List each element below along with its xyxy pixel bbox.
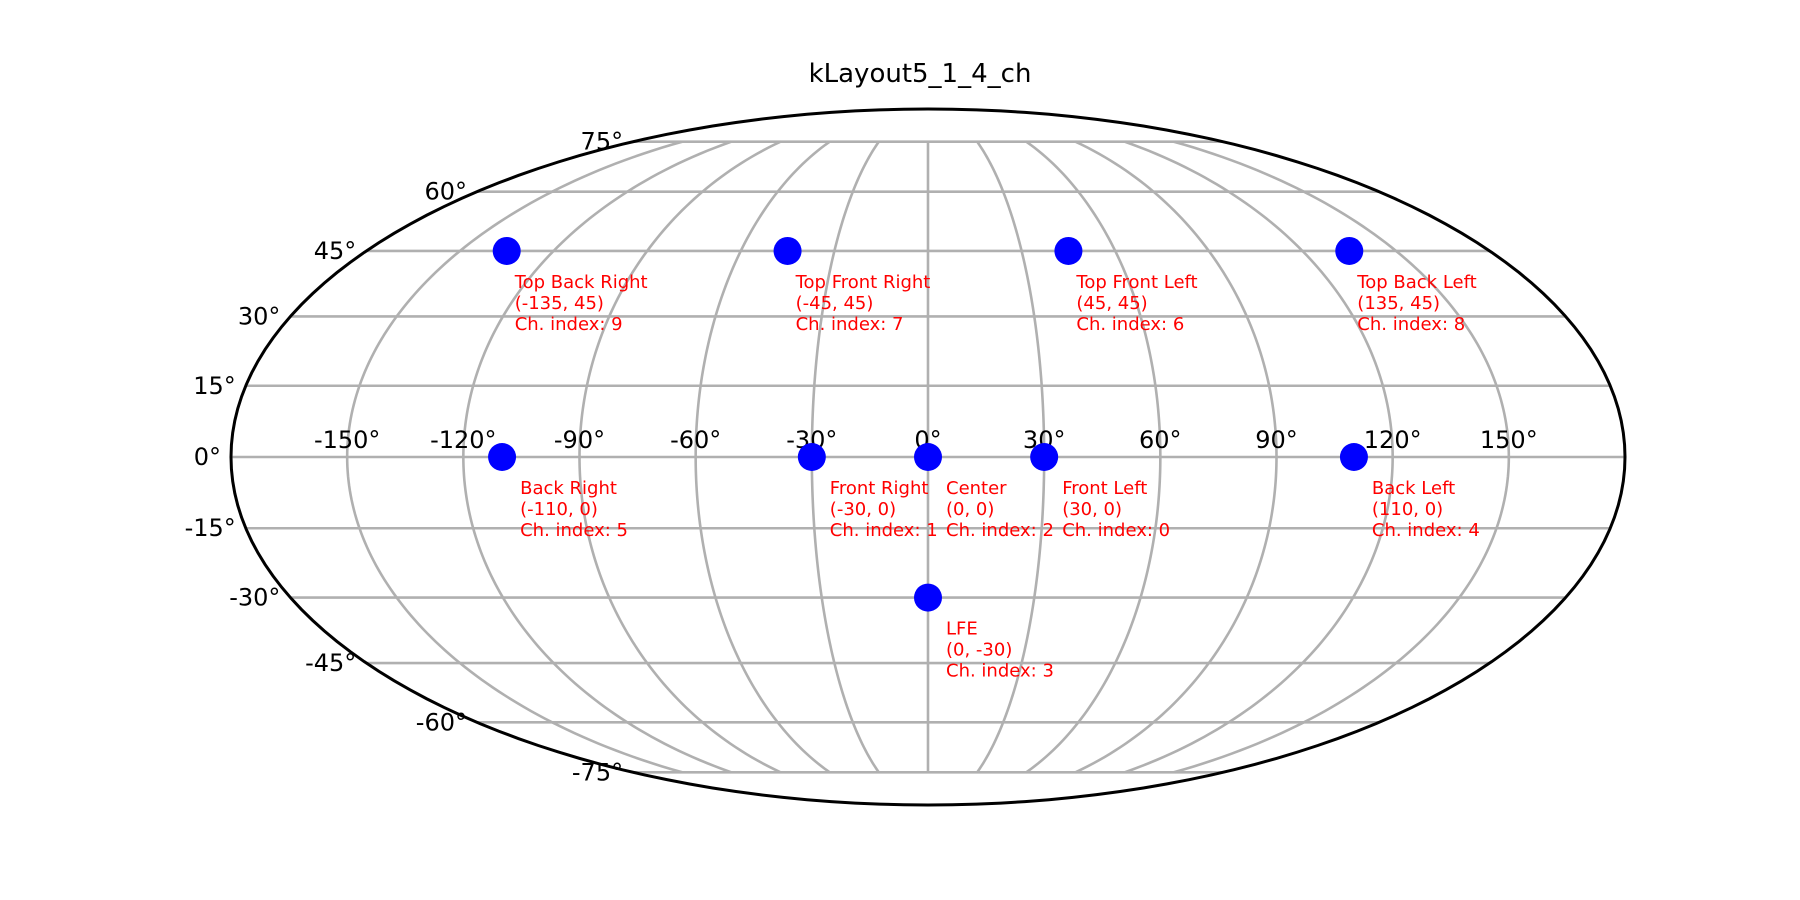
speaker-name: Top Front Left <box>1075 272 1197 293</box>
grid-lines <box>231 140 1625 774</box>
speaker-channel-index: Ch. index: 6 <box>1076 314 1184 335</box>
speaker-annotation: Front Right (-30, 0) Ch. index: 1 <box>830 478 938 541</box>
speaker-name: Front Left <box>1062 478 1147 499</box>
speaker-annotation: Top Back Left (135, 45) Ch. index: 8 <box>1356 272 1476 335</box>
y-tick-label: 15° <box>193 372 236 400</box>
x-tick-label: -120° <box>430 426 496 454</box>
speaker-annotation: LFE (0, -30) Ch. index: 3 <box>946 619 1054 682</box>
speaker-coords: (45, 45) <box>1076 293 1147 314</box>
speaker-coords: (-110, 0) <box>520 499 598 520</box>
speaker-points <box>488 236 1368 612</box>
speaker-coords: (0, -30) <box>946 640 1012 661</box>
y-tick-label: 30° <box>238 302 281 330</box>
x-tick-label: -60° <box>670 426 721 454</box>
speaker-name: Back Right <box>520 478 617 499</box>
x-tick-label: 150° <box>1480 426 1538 454</box>
speaker-channel-index: Ch. index: 2 <box>946 520 1054 541</box>
speaker-marker <box>1054 236 1083 265</box>
grid-meridian <box>578 140 782 774</box>
speaker-channel-index: Ch. index: 9 <box>515 314 623 335</box>
speaker-name: Top Back Right <box>514 272 648 293</box>
speaker-channel-index: Ch. index: 4 <box>1372 520 1480 541</box>
speaker-marker <box>773 236 802 265</box>
projection-outline <box>229 107 1627 807</box>
speaker-marker <box>914 583 942 612</box>
speaker-marker <box>914 443 942 471</box>
speaker-channel-index: Ch. index: 8 <box>1357 314 1465 335</box>
speaker-annotation: Back Right (-110, 0) Ch. index: 5 <box>520 478 628 541</box>
speaker-channel-index: Ch. index: 0 <box>1062 520 1170 541</box>
speaker-channel-index: Ch. index: 1 <box>830 520 938 541</box>
y-tick-label: -30° <box>229 584 280 612</box>
speaker-annotation: Top Back Right (-135, 45) Ch. index: 9 <box>514 272 648 335</box>
speaker-coords: (30, 0) <box>1062 499 1122 520</box>
grid-meridian <box>345 140 683 774</box>
speaker-coords: (135, 45) <box>1357 293 1440 314</box>
speaker-annotation: Top Front Left (45, 45) Ch. index: 6 <box>1075 272 1197 335</box>
grid-meridian <box>1074 140 1278 774</box>
speaker-annotation: Top Front Right (-45, 45) Ch. index: 7 <box>795 272 931 335</box>
y-tick-label: 75° <box>581 128 624 156</box>
y-tick-label: -15° <box>185 514 236 542</box>
speaker-annotation: Back Left (110, 0) Ch. index: 4 <box>1372 478 1480 541</box>
y-tick-label: 60° <box>424 178 467 206</box>
grid-meridian <box>694 140 831 774</box>
speaker-coords: (-30, 0) <box>830 499 896 520</box>
speaker-marker <box>1335 236 1364 265</box>
y-tick-label: -45° <box>305 649 356 677</box>
y-tick-label: 0° <box>194 443 221 471</box>
speaker-coords: (110, 0) <box>1372 499 1443 520</box>
speaker-coords: (0, 0) <box>946 499 994 520</box>
speaker-coords: (-135, 45) <box>515 293 604 314</box>
x-tick-label: 60° <box>1139 426 1182 454</box>
speaker-annotation: Center (0, 0) Ch. index: 2 <box>946 478 1054 541</box>
speaker-marker <box>1339 443 1368 471</box>
speaker-channel-index: Ch. index: 3 <box>946 661 1054 682</box>
x-tick-label: -90° <box>554 426 605 454</box>
speaker-name: Top Front Right <box>795 272 931 293</box>
grid-meridian <box>1124 140 1394 774</box>
speaker-annotations: Front Left (30, 0) Ch. index: 0 Front Right… <box>514 272 1480 682</box>
speaker-channel-index: Ch. index: 7 <box>796 314 904 335</box>
speaker-marker <box>488 443 517 471</box>
speaker-marker <box>797 443 826 471</box>
speaker-name: Center <box>946 478 1007 499</box>
speaker-marker <box>492 236 521 265</box>
grid-meridian <box>462 140 732 774</box>
speaker-name: Back Left <box>1372 478 1455 499</box>
y-tick-label: -75° <box>572 758 623 786</box>
y-tick-label: -60° <box>416 708 467 736</box>
x-tick-label: 120° <box>1364 426 1422 454</box>
y-tick-label: 45° <box>314 237 357 265</box>
grid-meridian <box>1025 140 1162 774</box>
speaker-name: Top Back Left <box>1356 272 1476 293</box>
speaker-name: Front Right <box>830 478 929 499</box>
x-tick-label: -150° <box>314 426 380 454</box>
speaker-coords: (-45, 45) <box>796 293 874 314</box>
speaker-channel-index: Ch. index: 5 <box>520 520 628 541</box>
speaker-marker <box>1030 443 1059 471</box>
speaker-name: LFE <box>946 619 978 640</box>
chart-title: kLayout5_1_4_ch <box>809 59 1032 89</box>
grid-meridian <box>1173 140 1511 774</box>
tick-labels: -150° -120° -90° -60° -30° 0° 30° 60° 90° 120° 150… <box>185 128 1538 787</box>
x-tick-label: 90° <box>1255 426 1298 454</box>
speaker-annotation: Front Left (30, 0) Ch. index: 0 <box>1062 478 1170 541</box>
